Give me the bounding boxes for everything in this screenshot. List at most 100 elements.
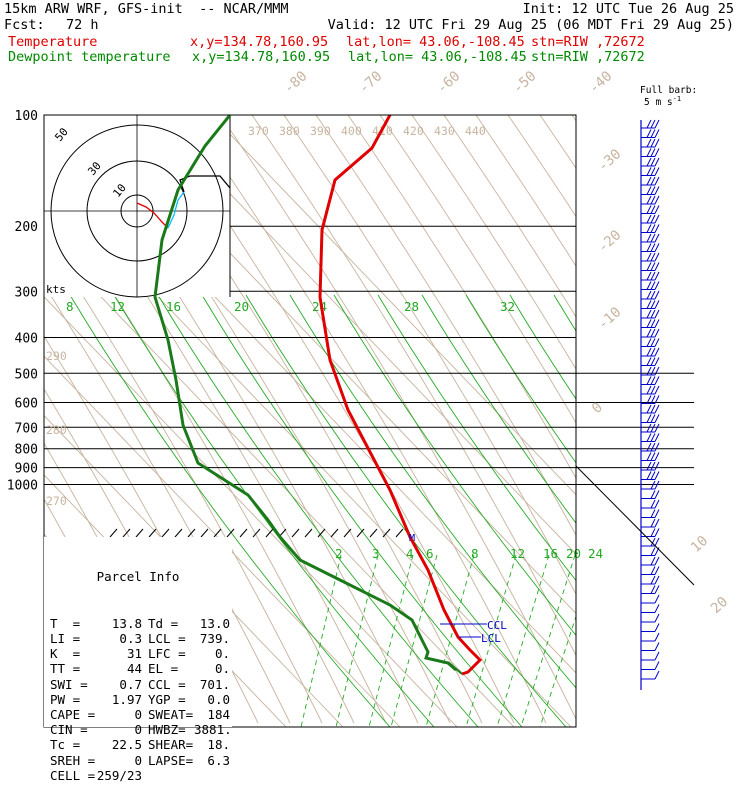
theta-label: 380 <box>279 124 300 138</box>
pressure-tick-label: 300 <box>15 285 38 300</box>
moist-adiabat-line <box>509 294 576 400</box>
parcel-param-label: LFC = <box>148 646 186 662</box>
pressure-tick-label: 400 <box>15 331 38 346</box>
wind-barb-flag <box>654 528 660 537</box>
dewpoint-surface-hook <box>447 661 463 675</box>
temperature-legend: Temperature <box>8 34 98 50</box>
moist-adiabat-line <box>465 294 576 464</box>
wind-barb-flag <box>654 585 660 594</box>
wind-barb-flag <box>654 480 660 490</box>
wind-barb-flag <box>650 480 656 490</box>
wind-barb-flag <box>650 224 656 233</box>
isotherm-line <box>0 115 1 727</box>
mixing-ratio-line <box>390 554 438 727</box>
moist-adiabat-line <box>333 294 576 636</box>
dry-adiabat-line <box>571 115 576 122</box>
wind-barb-flag <box>646 119 652 129</box>
parcel-info-row: LI = 0.3 LCL = 739. <box>44 631 232 646</box>
mixing-ratio-label: 12 <box>510 546 525 561</box>
isotherm-label: -20 <box>595 227 625 256</box>
freezing-hatch <box>135 528 144 538</box>
hodograph-units: kts <box>46 283 66 296</box>
freezing-hatch <box>226 528 235 538</box>
isotherm-label: -50 <box>510 68 540 97</box>
parcel-param-value: 0. <box>214 661 230 677</box>
wind-barb-flag <box>650 556 656 566</box>
wind-barb-flag <box>646 471 652 480</box>
wind-barb-flag <box>654 347 660 357</box>
wind-barb-flag <box>650 290 656 300</box>
parcel-info-row: CIN = 0 HWBZ= 3881. <box>44 722 232 737</box>
dry-adiabat-line <box>411 115 576 370</box>
parcel-param-value: 0.3 <box>119 631 142 646</box>
mixing-ratio-line <box>465 554 517 727</box>
wind-barb-flag <box>646 423 652 433</box>
freezing-hatch <box>200 528 209 538</box>
wind-barb-flag <box>654 433 660 442</box>
parcel-param-value: 0 <box>134 722 142 738</box>
theta-side-label: 280 <box>46 423 67 437</box>
parcel-param-label: SREH = <box>50 752 96 768</box>
temperature-latlon: lat,lon= 43.06,-108.45 <box>346 34 525 50</box>
parcel-param-value: 1.97 <box>111 691 142 707</box>
wind-barb-flag <box>650 319 656 328</box>
wind-barb-flag <box>654 309 660 319</box>
mixing-ratio-label: 3 <box>372 546 380 561</box>
freezing-hatch <box>122 528 131 538</box>
wind-barb-flag <box>654 414 660 423</box>
ccl-label: CCL <box>487 619 507 632</box>
wind-barb-flag <box>654 499 660 509</box>
wind-barb-flag <box>654 328 660 338</box>
dry-adiabat-line <box>539 115 576 169</box>
wind-barb-flag <box>654 119 660 129</box>
wind-barb-flag <box>654 670 660 680</box>
wind-barb-flag <box>654 214 660 224</box>
wind-barb-flag <box>650 271 656 281</box>
wind-barb-flag <box>650 347 656 357</box>
isotherm-label: -70 <box>356 68 386 97</box>
wind-barb-flag <box>654 613 660 623</box>
freezing-hatch <box>304 528 313 538</box>
wind-barb-flag <box>650 243 656 252</box>
pressure-tick-label: 200 <box>15 220 38 235</box>
wind-barb-flag <box>650 433 656 442</box>
wind-barb-flag <box>646 452 652 461</box>
wind-barb-flag <box>654 442 660 452</box>
wind-barb-flag <box>650 366 656 376</box>
moist-adiabat-line <box>553 294 576 332</box>
wind-barb-flag <box>650 328 656 338</box>
wind-barb-flag <box>646 376 652 385</box>
freezing-hatch <box>330 528 339 538</box>
wind-barb-flag <box>646 281 652 290</box>
wind-barb-flag <box>646 129 652 138</box>
mixing-ratio-label: 24 <box>588 546 603 561</box>
parcel-param-label: LI = <box>50 631 81 646</box>
parcel-param-label: TT = <box>50 661 81 677</box>
dry-adiabat-line <box>379 115 576 424</box>
theta-label: 430 <box>434 124 455 138</box>
pressure-tick-label: 100 <box>15 109 38 124</box>
wind-barb-flag <box>646 338 652 347</box>
dry-adiabat-line <box>315 115 576 536</box>
wind-barb-flag <box>646 205 652 214</box>
parcel-param-value: 0 <box>134 706 142 722</box>
moist-adiabat-line <box>377 294 576 582</box>
wind-barb-flag <box>650 205 656 214</box>
wind-barb-flag <box>654 632 660 642</box>
theta-label: 400 <box>341 124 362 138</box>
wind-barb-flag <box>650 119 656 129</box>
parcel-info-panel: Parcel Info T = 13.8 Td = 13.0 LI = 0.3 LCL = 7… <box>44 537 232 783</box>
moist-adiabat-line <box>245 294 567 727</box>
parcel-info-row: SREH = 0 LAPSE= 6.3 <box>44 753 232 768</box>
wind-barb-flag <box>650 376 656 385</box>
freezing-hatch <box>291 528 300 538</box>
moist-adiabat-line <box>69 294 391 727</box>
freezing-hatch <box>109 528 118 538</box>
theta-label: 370 <box>248 124 269 138</box>
parcel-info-row: CELL = 259/23 <box>44 768 232 783</box>
wind-barb-flag <box>654 594 660 604</box>
wind-barb-flag <box>650 414 656 423</box>
wind-barb-flag <box>650 138 656 148</box>
wind-barb-flag <box>650 566 656 575</box>
wind-barb-flag <box>650 357 656 366</box>
